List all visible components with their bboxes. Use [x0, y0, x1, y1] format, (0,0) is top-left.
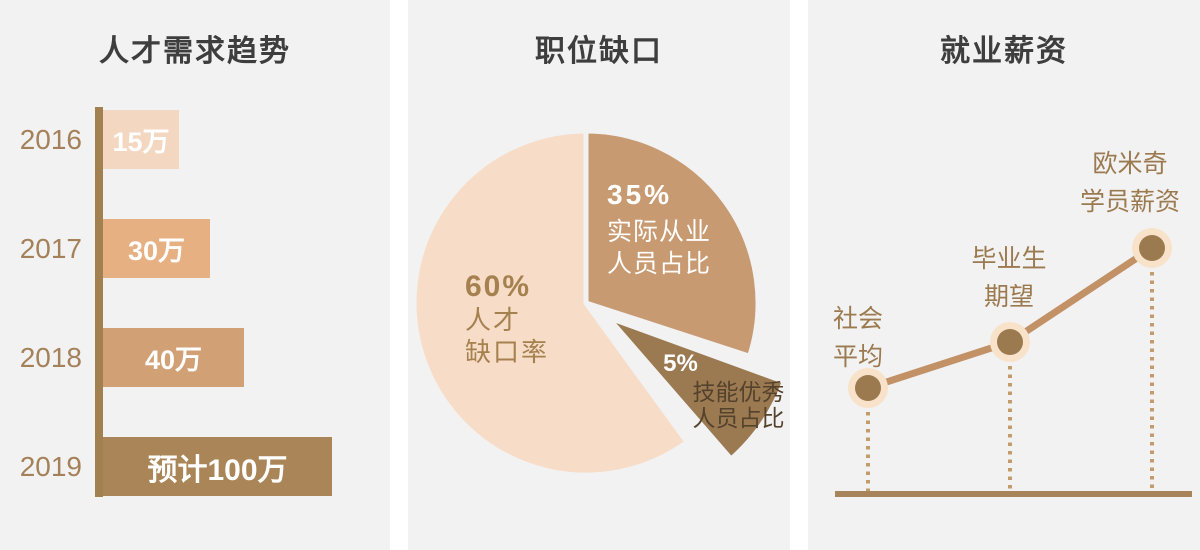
- bar-2018: 40万: [103, 328, 244, 387]
- panel-job-vacancy: 职位缺口 60% 人才 缺口率 35% 实际从业 人员占比 5% 技能优秀 人员…: [408, 0, 790, 550]
- panel-employment-salary: 就业薪资 社会 平均 毕业生 期望 欧米奇 学员薪资: [808, 0, 1200, 550]
- bar-year-label: 2018: [19, 342, 82, 373]
- point-label-line: 社会: [832, 305, 883, 333]
- bar-year-label: 2016: [19, 124, 82, 155]
- pie-slice-employed-35: [583, 128, 761, 359]
- point-label-line: 平均: [832, 343, 883, 371]
- bar-2016: 15万: [103, 110, 179, 169]
- point-label-line: 期望: [983, 283, 1034, 311]
- data-point-毕业生期望: [997, 329, 1023, 355]
- pie-pct-5: 5%: [663, 350, 698, 377]
- point-label-graduate-expectation: 毕业生 期望: [959, 240, 1059, 316]
- bar-year-label: 2017: [19, 233, 82, 264]
- talent-demand-title: 人才需求趋势: [99, 35, 291, 68]
- job-vacancy-title: 职位缺口: [535, 35, 663, 68]
- data-point-欧米奇学员薪资: [1139, 235, 1165, 261]
- point-label-line: 欧米奇: [1092, 150, 1168, 178]
- bar-2017: 30万: [103, 219, 210, 278]
- data-point-社会平均: [855, 375, 881, 401]
- bar-value-label: 预计100万: [147, 453, 288, 487]
- pie-label-line: 实际从业: [607, 218, 712, 246]
- pie-label-employed: 35% 实际从业 人员占比: [607, 178, 711, 280]
- bar-value-label: 15万: [112, 127, 170, 157]
- pie-label-skilled: 技能优秀 人员占比: [676, 379, 801, 431]
- pie-slice-skilled-5-exploded: [599, 310, 790, 466]
- point-label-line: 毕业生: [971, 245, 1047, 273]
- pie-label-talent-gap: 60% 人才 缺口率: [465, 270, 549, 368]
- pie-slice-talent-gap-60: [411, 128, 690, 478]
- point-label-line: 学员薪资: [1079, 188, 1180, 216]
- point-label-social-average: 社会 平均: [813, 300, 903, 376]
- bar-2019: 预计100万: [103, 437, 332, 496]
- bar-year-label: 2019: [19, 451, 82, 482]
- pie-label-line: 缺口率: [465, 337, 550, 367]
- bar-chart-axis: [95, 107, 103, 497]
- point-label-omick-student-salary: 欧米奇 学员薪资: [1048, 145, 1200, 221]
- bar-value-label: 30万: [127, 236, 186, 266]
- pie-pct-35: 35%: [607, 179, 673, 210]
- pie-chart: [411, 128, 790, 478]
- pie-pct-60: 60%: [465, 270, 532, 303]
- x-axis-baseline: [835, 491, 1192, 497]
- pie-label-line: 人才: [465, 305, 522, 335]
- bar-value-label: 40万: [144, 345, 203, 375]
- panel-talent-demand: 人才需求趋势 2016 15万 2017 30万 2018 40万 2019 预计100万: [0, 0, 390, 550]
- pie-label-line: 技能优秀: [692, 379, 785, 405]
- pie-label-line: 人员占比: [607, 250, 712, 278]
- employment-salary-title: 就业薪资: [940, 35, 1068, 68]
- pie-label-line: 人员占比: [692, 405, 785, 431]
- line-chart: [835, 228, 1192, 497]
